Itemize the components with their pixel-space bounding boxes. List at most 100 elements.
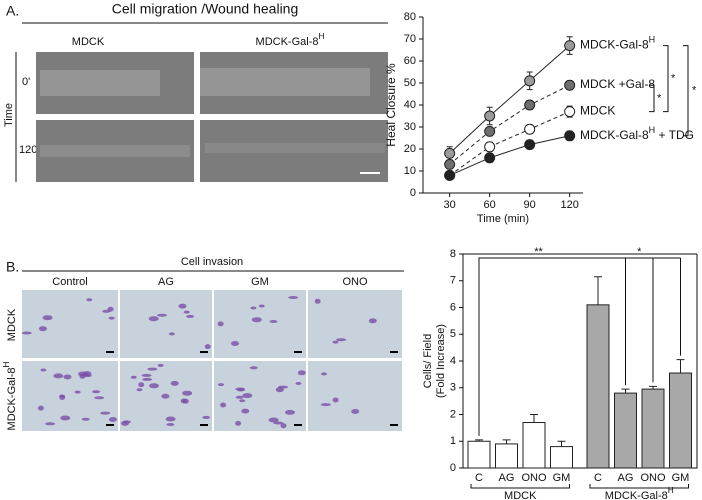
row-label: MDCK-Gal-8H	[2, 362, 18, 431]
y-tick-label: 7	[450, 275, 456, 287]
stained-cell	[165, 416, 176, 422]
y-tick-label: 10	[404, 165, 416, 177]
series-line	[449, 135, 570, 176]
stained-cell	[249, 366, 258, 370]
column-header: AG	[158, 276, 174, 288]
panel-label: B.	[6, 259, 19, 275]
row-label: 120'	[19, 144, 39, 156]
stained-cell	[141, 373, 152, 377]
stained-cell	[166, 423, 175, 426]
x-tick-label: AG	[499, 472, 515, 484]
stained-cell	[242, 393, 253, 399]
label-text: MDCK	[6, 308, 18, 341]
label-text: MDCK-Gal-8	[580, 38, 649, 52]
x-tick-label: 30	[444, 199, 456, 211]
stained-cell	[108, 316, 115, 320]
stained-cell	[86, 298, 93, 302]
significance-bracket	[649, 84, 655, 113]
significance-mark: *	[657, 92, 662, 104]
label-sup: H	[649, 35, 656, 45]
stained-cell	[336, 338, 347, 342]
series-line	[449, 111, 570, 176]
row-axis-label: Time	[3, 103, 15, 127]
stained-cell	[314, 298, 321, 304]
stained-cell	[218, 383, 224, 387]
stained-cell	[268, 417, 279, 423]
label-text: MDCK	[504, 490, 537, 500]
stained-cell	[278, 385, 288, 389]
stained-cell	[295, 382, 302, 385]
series-line	[449, 84, 570, 165]
stained-cell	[251, 317, 262, 323]
stained-cell	[183, 310, 190, 314]
stained-cell	[59, 395, 66, 400]
stained-cell	[220, 402, 227, 408]
series-label: MDCK-Gal-8H + TDG	[580, 125, 694, 142]
label-text: MDCK-Gal-8	[6, 368, 18, 431]
error-bar	[530, 414, 538, 423]
stained-cell	[236, 388, 245, 392]
point	[484, 152, 496, 164]
label-text: MDCK-Gal-8	[605, 490, 668, 500]
stained-cell	[94, 396, 105, 400]
y-tick-label: 30	[404, 121, 416, 133]
significance-mark: **	[534, 246, 543, 258]
wound	[40, 145, 190, 157]
micrograph	[22, 361, 118, 431]
x-tick-label: ONO	[640, 472, 666, 484]
stained-cell	[161, 393, 170, 399]
label-sup: H	[2, 362, 11, 368]
stained-cell	[321, 372, 327, 376]
stained-cell	[186, 314, 195, 318]
point	[524, 139, 536, 151]
stained-cell	[285, 409, 295, 415]
significance-mark: *	[692, 85, 697, 97]
stained-cell	[38, 326, 47, 332]
stained-cell	[147, 367, 158, 371]
point	[564, 40, 576, 52]
point	[524, 75, 536, 87]
stained-cell	[288, 296, 299, 299]
stained-cell	[320, 403, 331, 407]
row-label: 0'	[22, 76, 30, 88]
stained-cell	[332, 340, 339, 344]
stained-cell	[81, 417, 90, 421]
point	[524, 99, 536, 111]
micrographs	[36, 52, 388, 182]
series-label: MDCK +Gal-8	[580, 77, 655, 91]
stained-cell	[100, 411, 111, 415]
stained-cell	[204, 344, 211, 350]
bar	[467, 440, 491, 469]
stained-cell	[168, 332, 175, 336]
stained-cell	[157, 363, 164, 367]
label-text: MDCK-Gal-8	[580, 128, 649, 142]
x-tick-label: 90	[524, 199, 536, 211]
point	[484, 125, 496, 137]
micrograph	[308, 290, 402, 358]
stained-cell	[280, 423, 287, 429]
label-sup: H	[318, 32, 324, 41]
stained-cell	[297, 370, 306, 376]
stained-cell	[142, 377, 153, 381]
series-label: MDCK-Gal-8H	[580, 35, 655, 52]
y-tick-label: 60	[404, 55, 416, 67]
y-tick-label: 50	[404, 77, 416, 89]
x-tick-label: C	[475, 472, 483, 484]
stained-cell	[235, 395, 244, 399]
x-tick-label: 60	[484, 199, 496, 211]
significance-mark: *	[671, 73, 676, 85]
stained-cell	[136, 388, 143, 392]
y-tick-label: 6	[450, 301, 456, 313]
error-bar	[621, 388, 630, 394]
wound	[200, 68, 370, 96]
stained-cell	[21, 331, 32, 335]
stained-cell	[53, 373, 64, 379]
point	[444, 158, 456, 170]
x-tick-label: 120	[560, 199, 578, 211]
y-tick-label: 8	[450, 248, 456, 260]
stained-cell	[273, 421, 284, 425]
wound	[205, 143, 385, 153]
point	[484, 141, 496, 153]
bar	[550, 446, 573, 469]
